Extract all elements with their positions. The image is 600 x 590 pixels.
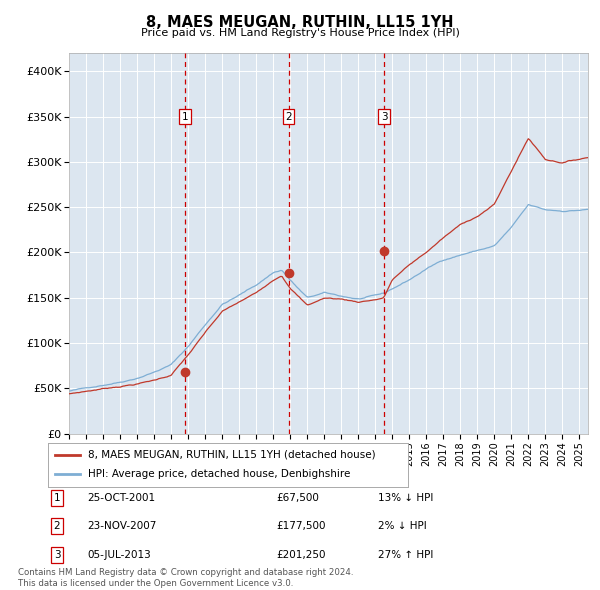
Text: 3: 3: [380, 112, 387, 122]
Text: 8, MAES MEUGAN, RUTHIN, LL15 1YH (detached house): 8, MAES MEUGAN, RUTHIN, LL15 1YH (detach…: [88, 450, 375, 460]
Text: 2: 2: [285, 112, 292, 122]
Text: £201,250: £201,250: [276, 550, 325, 559]
Text: 27% ↑ HPI: 27% ↑ HPI: [378, 550, 433, 559]
Text: This data is licensed under the Open Government Licence v3.0.: This data is licensed under the Open Gov…: [18, 579, 293, 588]
Text: Price paid vs. HM Land Registry's House Price Index (HPI): Price paid vs. HM Land Registry's House …: [140, 28, 460, 38]
Text: £177,500: £177,500: [276, 522, 325, 531]
Text: 3: 3: [53, 550, 61, 559]
Text: Contains HM Land Registry data © Crown copyright and database right 2024.: Contains HM Land Registry data © Crown c…: [18, 568, 353, 577]
Text: 2% ↓ HPI: 2% ↓ HPI: [378, 522, 427, 531]
Text: HPI: Average price, detached house, Denbighshire: HPI: Average price, detached house, Denb…: [88, 470, 350, 479]
Text: 8, MAES MEUGAN, RUTHIN, LL15 1YH: 8, MAES MEUGAN, RUTHIN, LL15 1YH: [146, 15, 454, 30]
Text: 25-OCT-2001: 25-OCT-2001: [87, 493, 155, 503]
Text: 05-JUL-2013: 05-JUL-2013: [87, 550, 151, 559]
Text: 1: 1: [182, 112, 188, 122]
Text: 1: 1: [53, 493, 61, 503]
Text: 13% ↓ HPI: 13% ↓ HPI: [378, 493, 433, 503]
Text: £67,500: £67,500: [276, 493, 319, 503]
Text: 23-NOV-2007: 23-NOV-2007: [87, 522, 157, 531]
Text: 2: 2: [53, 522, 61, 531]
